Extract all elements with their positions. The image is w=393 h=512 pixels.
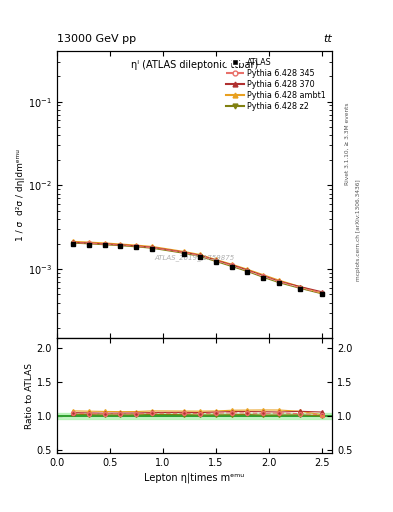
- Bar: [57, 413, 332, 419]
- Text: ηˡ (ATLAS dileptonic ttbar): ηˡ (ATLAS dileptonic ttbar): [131, 60, 258, 70]
- Y-axis label: 1 / σ  d²σ / dη|dmᵉᵐᵘ: 1 / σ d²σ / dη|dmᵉᵐᵘ: [17, 149, 26, 241]
- Y-axis label: Ratio to ATLAS: Ratio to ATLAS: [25, 362, 34, 429]
- Text: ATLAS_2019_I1759875: ATLAS_2019_I1759875: [154, 254, 235, 261]
- Text: tt: tt: [323, 33, 332, 44]
- Text: Rivet 3.1.10, ≥ 3.3M events: Rivet 3.1.10, ≥ 3.3M events: [345, 102, 350, 185]
- Text: mcplots.cern.ch [arXiv:1306.3436]: mcplots.cern.ch [arXiv:1306.3436]: [356, 180, 361, 281]
- X-axis label: Lepton η|times mᵉᵐᵘ: Lepton η|times mᵉᵐᵘ: [144, 472, 245, 483]
- Legend: ATLAS, Pythia 6.428 345, Pythia 6.428 370, Pythia 6.428 ambt1, Pythia 6.428 z2: ATLAS, Pythia 6.428 345, Pythia 6.428 37…: [224, 55, 328, 113]
- Text: 13000 GeV pp: 13000 GeV pp: [57, 33, 136, 44]
